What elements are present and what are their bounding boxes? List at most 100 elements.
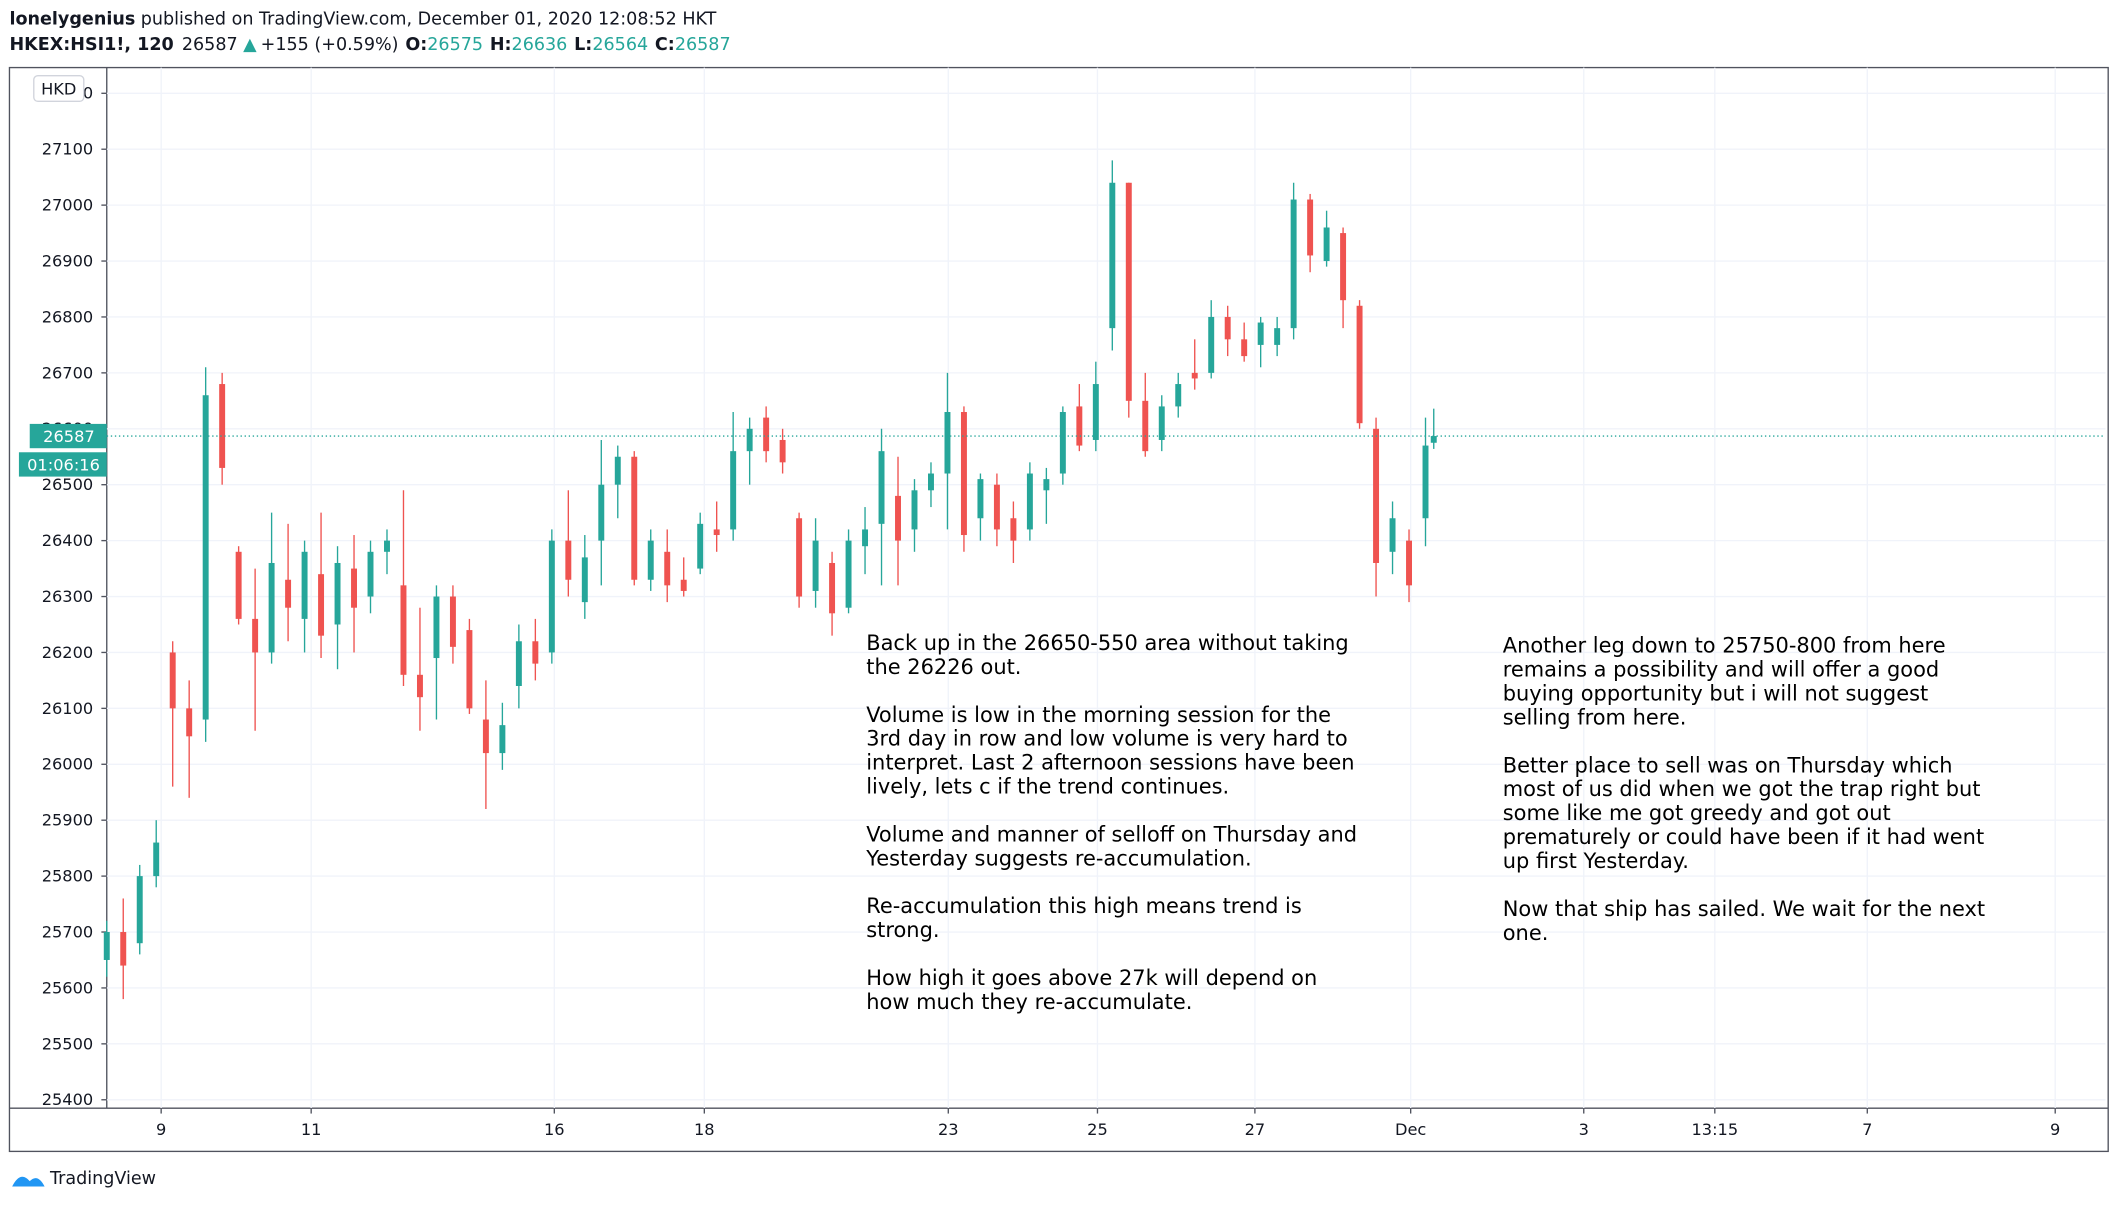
candle-body [944, 412, 951, 474]
candle-body [367, 551, 374, 597]
x-tick-label: 11 [301, 1120, 322, 1139]
candle-body [219, 384, 226, 468]
candle-body [895, 495, 901, 541]
annotation-line: 3rd day in row and low volume is very ha… [866, 727, 1347, 751]
candle-body [647, 540, 654, 580]
annotation-line: Volume and manner of selloff on Thursday… [866, 822, 1357, 846]
candle-body [598, 484, 605, 541]
y-tick-label: 26100 [42, 699, 94, 718]
x-tick-label: 13:15 [1691, 1120, 1738, 1139]
annotation-line: interpret. Last 2 afternoon sessions hav… [866, 751, 1354, 775]
candle-body [301, 551, 308, 619]
annotation-line: how much they re-accumulate. [866, 990, 1192, 1014]
currency: HKD [41, 80, 76, 99]
chart-frame [8, 66, 2109, 1153]
x-tick-label: 18 [694, 1120, 715, 1139]
candle-body [416, 674, 423, 698]
candle-body [384, 540, 390, 552]
candle-body [136, 876, 143, 944]
candle-body [532, 641, 539, 664]
candle-body [252, 618, 259, 653]
candle-body [1158, 406, 1165, 440]
y-tick-label: 25500 [42, 1034, 94, 1053]
candle-body [499, 725, 506, 754]
candle-body [235, 551, 242, 619]
change: +155 (+0.59%) [261, 35, 399, 55]
annotation-line: up first Yesterday. [1503, 849, 1689, 873]
candle-body [351, 568, 357, 608]
candle-body [1307, 199, 1314, 256]
y-tick-label: 27000 [42, 196, 94, 215]
candle-body [993, 484, 1000, 530]
candle-body [960, 412, 967, 536]
candle-body [1406, 540, 1412, 586]
x-tick-label: 16 [544, 1120, 565, 1139]
candle-body [581, 557, 588, 603]
annotation-line: Better place to sell was on Thursday whi… [1503, 753, 1953, 777]
last-price-label: 26587 [43, 427, 95, 446]
candle-body [482, 719, 489, 754]
logo-icon [12, 1176, 45, 1187]
symbol-line: HKEX:HSI1!, 120 26587 ▲ +155 (+0.59%) O:2657… [9, 35, 730, 55]
y-tick-label: 26700 [42, 363, 94, 382]
annotation-line: Yesterday suggests re-accumulation. [865, 846, 1251, 870]
x-tick-label: 27 [1245, 1120, 1266, 1139]
symbol: HKEX:HSI1!, 120 [9, 35, 173, 55]
candle-body [548, 540, 555, 653]
candle-body [103, 932, 110, 960]
y-tick-label: 25800 [42, 867, 94, 886]
candle-body [977, 479, 984, 519]
h: 26636 [512, 35, 568, 55]
candle-body [862, 529, 869, 547]
candle-body [1109, 182, 1116, 329]
h-label: H: [490, 35, 512, 55]
candle-body [1092, 384, 1099, 440]
annotation-line: Now that ship has sailed. We wait for th… [1503, 897, 1985, 921]
l-label: L: [574, 35, 592, 55]
candle-body [186, 708, 193, 737]
y-tick-label: 25900 [42, 811, 94, 830]
candle-body [730, 451, 737, 530]
candle-body [845, 540, 852, 608]
o: 26575 [427, 35, 483, 55]
x-tick-label: 9 [156, 1120, 166, 1139]
candle-body [713, 529, 720, 536]
candle-body [318, 574, 325, 636]
chart-layer: 25400 25500 25600 25700 25800 25900 26000 26100… [18, 67, 2106, 1139]
annotation-line: remains a possibility and will offer a g… [1503, 658, 1939, 682]
y-tick-label: 26900 [42, 251, 94, 270]
candle-body [1175, 384, 1182, 407]
candle-body [1373, 428, 1380, 563]
candle-body [631, 456, 638, 580]
candle-body [565, 540, 572, 580]
candle-body [285, 579, 292, 608]
y-tick-label: 26800 [42, 307, 94, 326]
x-tick-label: Dec [1395, 1120, 1426, 1139]
countdown: 01:06:16 [27, 456, 100, 475]
candle-body [1010, 518, 1017, 541]
countdown-box [18, 452, 107, 477]
candle-body [1323, 227, 1330, 262]
candle-body [812, 540, 819, 591]
candle-body [1043, 479, 1050, 491]
annotation-line: How high it goes above 27k will depend o… [866, 966, 1317, 990]
currency-box [33, 75, 85, 103]
x-tick-label: 7 [1862, 1120, 1872, 1139]
candle-body [1356, 305, 1363, 424]
y-tick-label: 26200 [42, 643, 94, 662]
candle-body [1430, 436, 1437, 443]
c: 26587 [675, 35, 731, 55]
candle-body [1422, 445, 1429, 519]
l: 26564 [592, 35, 648, 55]
candle-body [1241, 339, 1248, 357]
candle-body [1059, 412, 1066, 474]
annotation-line: some like me got greedy and got out [1503, 801, 1891, 825]
candle-body [1026, 473, 1033, 530]
candle-body [1208, 316, 1215, 373]
header-line: lonelygenius published on TradingView.com… [9, 9, 716, 29]
candle-body [1257, 322, 1264, 345]
logo-text: TradingView [49, 1169, 156, 1189]
candle-body [796, 518, 803, 597]
